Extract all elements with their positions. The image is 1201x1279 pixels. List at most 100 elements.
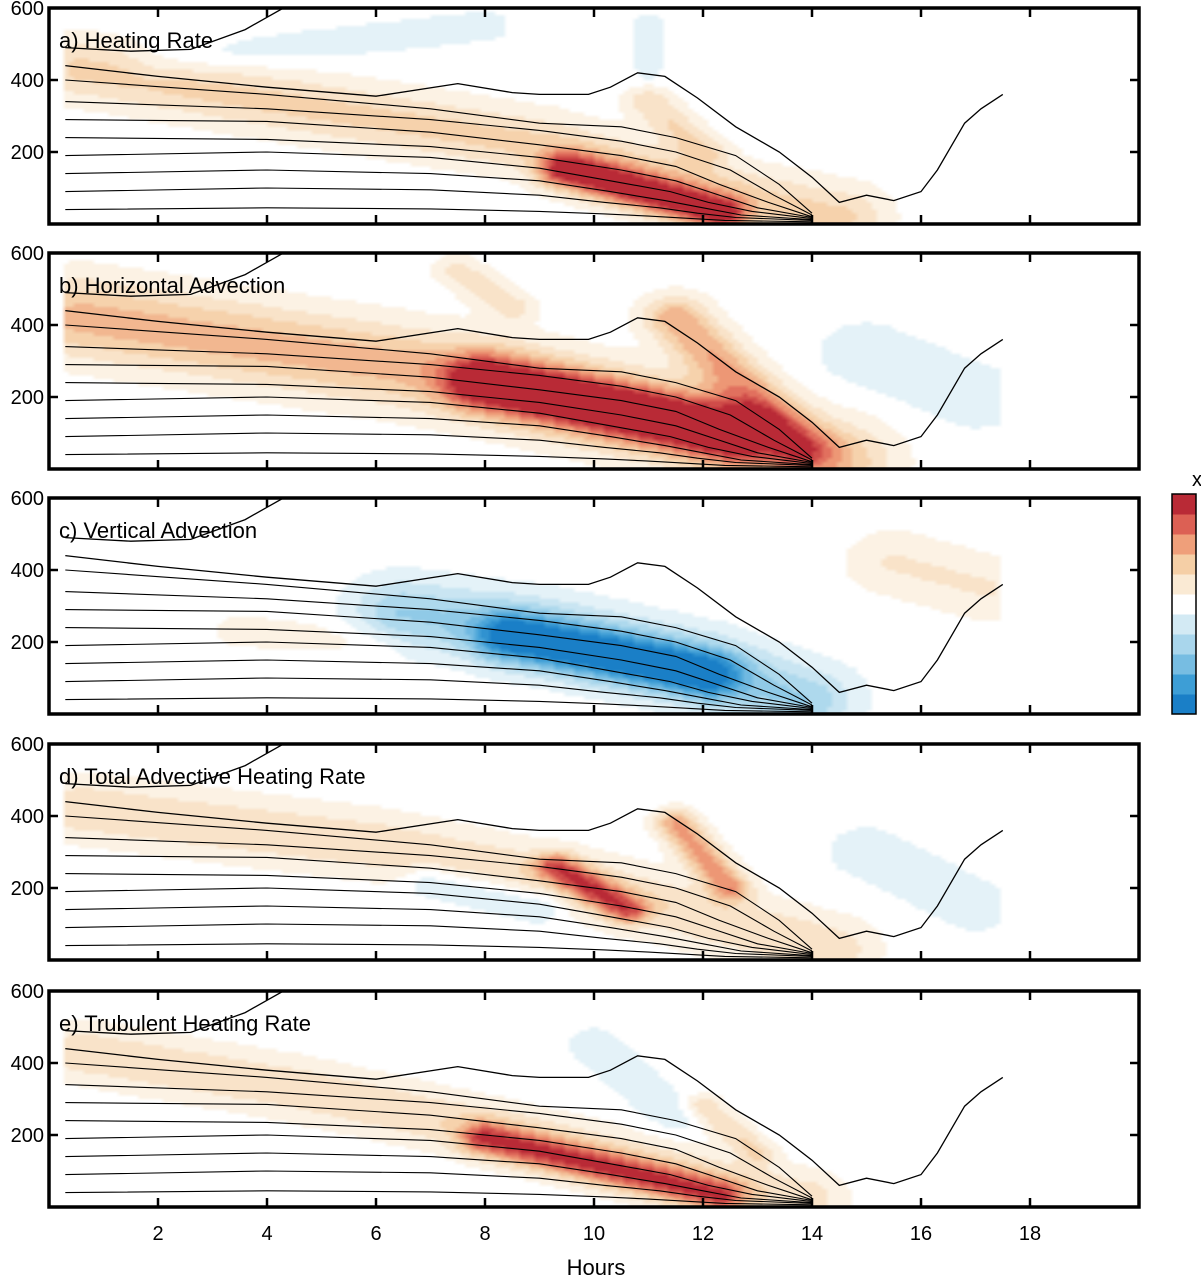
x-tick-label: 14 (801, 1223, 823, 1245)
panel-4: 200 400 600 d) Total Advective Heating Rate (11, 734, 1141, 962)
y-tick-label: 400 (11, 560, 44, 582)
contour-boundary (65, 64, 1004, 204)
colorbar-segment (1172, 614, 1196, 635)
contour-level-4 (65, 382, 813, 464)
heatmap-field (49, 744, 1139, 960)
y-tick-label: 600 (11, 734, 44, 756)
panel-title: d) Total Advective Heating Rate (59, 764, 366, 789)
contour-level-8 (65, 943, 813, 959)
colorbar-segment (1172, 534, 1196, 555)
y-tick-label: 600 (11, 981, 44, 1003)
y-tick-label: 200 (11, 1125, 44, 1147)
contour-level-4 (65, 1120, 813, 1202)
contour-level-7 (65, 432, 813, 466)
colorbar-segment (1172, 594, 1196, 615)
contour-level-6 (65, 659, 813, 711)
panel-3: 200 400 600 c) Vertical Advection (11, 488, 1141, 716)
x-tick-label: 4 (261, 1223, 272, 1245)
contour-level-6 (65, 414, 813, 466)
contour-level-2 (65, 591, 813, 706)
contour-level-5 (65, 887, 813, 956)
y-tick-label: 200 (11, 632, 44, 654)
colorbar-segment (1172, 694, 1196, 715)
contour-level-2 (65, 101, 813, 216)
contour-boundary (65, 554, 1004, 694)
y-tick-label: 200 (11, 387, 44, 409)
contour-level-1 (65, 324, 813, 459)
colorbar-segment (1172, 634, 1196, 655)
contour-level-1 (65, 569, 813, 704)
y-tick-label: 400 (11, 806, 44, 828)
contour-level-5 (65, 151, 813, 220)
contour-level-2 (65, 837, 813, 952)
heatmap-field (49, 253, 1139, 469)
y-tick-label: 400 (11, 315, 44, 337)
x-tick-label: 18 (1019, 1223, 1041, 1245)
contour-level-2 (65, 346, 813, 461)
x-tick-label: 6 (370, 1223, 381, 1245)
contour-top (65, 498, 284, 542)
panel-title: b) Horizontal Advection (59, 273, 285, 298)
x-axis-label: Hours (567, 1255, 626, 1279)
colorbar-segment (1172, 654, 1196, 675)
contour-level-5 (65, 396, 813, 465)
y-tick-label: 400 (11, 70, 44, 92)
contour-level-4 (65, 137, 813, 219)
colorbar-label: x (1192, 469, 1201, 491)
panel-title: e) Trubulent Heating Rate (59, 1011, 311, 1036)
colorbar-segment (1172, 674, 1196, 695)
contour-level-3 (65, 609, 813, 708)
panel-title: c) Vertical Advection (59, 518, 257, 543)
x-tick-label: 10 (583, 1223, 605, 1245)
y-tick-label: 200 (11, 878, 44, 900)
contour-level-5 (65, 641, 813, 710)
x-tick-label: 8 (479, 1223, 490, 1245)
contour-level-3 (65, 364, 813, 463)
heatmap-field (49, 991, 1139, 1207)
contour-level-8 (65, 697, 813, 713)
contour-level-4 (65, 873, 813, 955)
contour-level-7 (65, 923, 813, 957)
contour-boundary (65, 309, 1004, 449)
contour-top (65, 744, 284, 788)
contour-level-7 (65, 187, 813, 221)
x-tick-label: 2 (152, 1223, 163, 1245)
y-tick-label: 400 (11, 1053, 44, 1075)
contour-level-8 (65, 452, 813, 468)
contour-lines (65, 253, 1004, 468)
contour-level-6 (65, 905, 813, 957)
x-tick-label: 12 (692, 1223, 714, 1245)
contour-level-6 (65, 1152, 813, 1204)
contour-boundary (65, 1047, 1004, 1187)
contour-level-8 (65, 207, 813, 223)
contour-top (65, 8, 284, 52)
colorbar-segment (1172, 554, 1196, 575)
contour-level-4 (65, 627, 813, 709)
colorbar-segment (1172, 514, 1196, 535)
y-tick-label: 600 (11, 0, 44, 20)
panel-title: a) Heating Rate (59, 28, 213, 53)
contour-level-1 (65, 1062, 813, 1197)
contour-lines (65, 8, 1004, 223)
panel-5: 2 4 6 8 10 12 14 16 18 200 400 600 e) Trubulent Heat… (11, 981, 1141, 1245)
contour-level-6 (65, 169, 813, 221)
contour-level-8 (65, 1190, 813, 1206)
panel-1: 200 400 600 a) Heating Rate (11, 0, 1141, 226)
heatmap-field (49, 8, 1139, 224)
x-tick-label: 16 (910, 1223, 932, 1245)
contour-level-7 (65, 1170, 813, 1204)
contour-boundary (65, 800, 1004, 940)
colorbar-segment (1172, 574, 1196, 595)
contour-top (65, 991, 284, 1035)
contour-level-7 (65, 677, 813, 711)
colorbar (1171, 493, 1197, 715)
contour-lines (65, 991, 1004, 1206)
contour-level-3 (65, 855, 813, 954)
contour-level-3 (65, 119, 813, 218)
contour-level-1 (65, 815, 813, 950)
contour-top (65, 253, 284, 297)
colorbar-frame (1171, 493, 1197, 715)
y-tick-label: 600 (11, 488, 44, 510)
contour-level-3 (65, 1102, 813, 1201)
contour-level-5 (65, 1134, 813, 1203)
